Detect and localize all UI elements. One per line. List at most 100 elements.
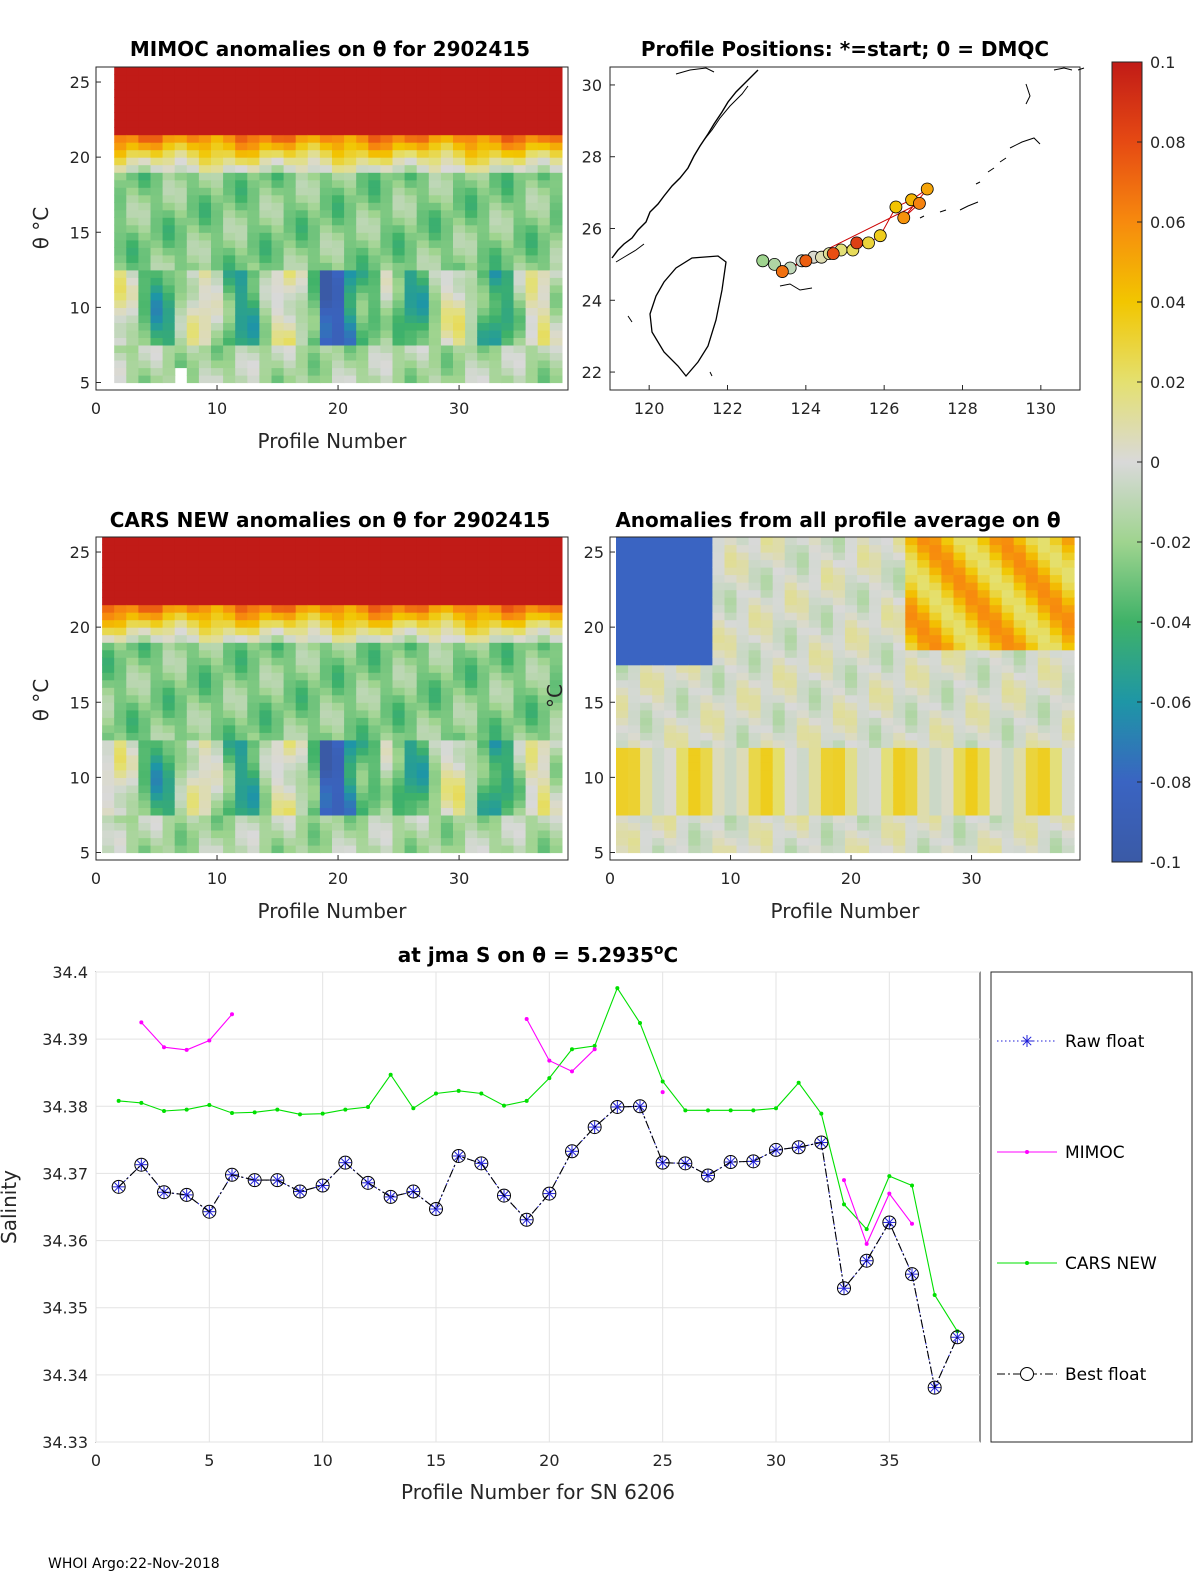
heatmap-cell <box>724 732 738 741</box>
heatmap-cell <box>525 724 539 733</box>
heatmap-cell <box>453 679 466 688</box>
heatmap-cell <box>344 112 357 121</box>
heatmap-cell <box>186 247 200 256</box>
heatmap-cell <box>513 544 527 553</box>
heatmap-cell <box>440 360 454 369</box>
heatmap-cell <box>319 769 333 778</box>
heatmap-cell <box>772 619 786 628</box>
heatmap-cell <box>271 717 285 726</box>
heatmap-cell <box>941 597 955 606</box>
heatmap-cell <box>380 762 394 771</box>
heatmap-cell <box>832 754 846 763</box>
heatmap-cell <box>929 702 943 711</box>
heatmap-cell <box>428 792 442 801</box>
heatmap-cell <box>652 687 665 696</box>
heatmap-cell <box>525 262 539 271</box>
heatmap-cell <box>525 164 539 173</box>
heatmap-cell <box>453 224 466 233</box>
heatmap-cell <box>356 97 369 106</box>
heatmap-cell <box>332 277 345 286</box>
heatmap-cell <box>724 702 738 711</box>
heatmap-cell <box>905 574 918 583</box>
heatmap-cell <box>525 329 539 338</box>
heatmap-cell <box>162 845 176 854</box>
heatmap-cell <box>796 702 810 711</box>
heatmap-cell <box>652 537 665 546</box>
heatmap-cell <box>186 634 200 643</box>
heatmap-cell <box>283 112 297 121</box>
heatmap-cell <box>784 732 798 741</box>
heatmap-cell <box>700 807 714 816</box>
heatmap-cell <box>1049 837 1063 846</box>
heatmap-cell <box>150 307 164 316</box>
heatmap-cell <box>501 754 515 763</box>
heatmap-cell <box>356 352 369 361</box>
heatmap-cell <box>150 589 164 598</box>
heatmap-cell <box>440 337 454 346</box>
heatmap-cell <box>283 604 297 613</box>
heatmap-cell <box>428 649 442 658</box>
heatmap-cell <box>905 582 918 591</box>
heatmap-cell <box>700 769 714 778</box>
heatmap-cell <box>700 672 714 681</box>
heatmap-cell <box>652 822 665 831</box>
heatmap-cell <box>712 702 726 711</box>
heatmap-cell <box>537 284 551 293</box>
heatmap-cell <box>905 627 918 636</box>
heatmap-cell <box>319 239 333 248</box>
heatmap-cell <box>1061 604 1075 613</box>
heatmap-cell <box>941 559 955 568</box>
heatmap-cell <box>465 284 478 293</box>
heatmap-cell <box>652 694 665 703</box>
heatmap-cell <box>344 552 357 561</box>
heatmap-cell <box>525 232 539 241</box>
heatmap-cell <box>186 360 200 369</box>
heatmap-cell <box>688 822 701 831</box>
heatmap-cell <box>404 194 418 203</box>
heatmap-cell <box>549 209 563 218</box>
colorbar-tick-label: -0.08 <box>1150 773 1191 792</box>
heatmap-cell <box>404 807 418 816</box>
heatmap-cell <box>989 830 1003 839</box>
heatmap-cell <box>977 814 991 823</box>
heatmap-cell <box>628 845 641 854</box>
heatmap-cell <box>259 299 273 308</box>
heatmap-cell <box>537 187 551 196</box>
heatmap-cell <box>857 807 870 816</box>
heatmap-cell <box>404 589 418 598</box>
heatmap-cell <box>537 247 551 256</box>
heatmap-cell <box>616 845 629 854</box>
heatmap-cell <box>344 179 357 188</box>
heatmap-cell <box>652 777 665 786</box>
heatmap-cell <box>537 360 551 369</box>
heatmap-cell <box>247 845 260 854</box>
heatmap-cell <box>283 202 297 211</box>
heatmap-cell <box>929 717 943 726</box>
heatmap-cell <box>1061 717 1075 726</box>
heatmap-cell <box>977 702 991 711</box>
heatmap-cell <box>465 724 478 733</box>
heatmap-cell <box>259 112 273 121</box>
heatmap-cell <box>549 224 563 233</box>
heatmap-cell <box>477 134 490 143</box>
heatmap-cell <box>344 299 357 308</box>
heatmap-cell <box>404 762 418 771</box>
point-cars-new <box>774 1106 778 1111</box>
heatmap-cell <box>760 567 774 576</box>
heatmap-cell <box>917 559 930 568</box>
heatmap-cell <box>440 314 454 323</box>
heatmap-cell <box>453 619 466 628</box>
heatmap-cell <box>881 679 894 688</box>
heatmap-cell <box>808 559 822 568</box>
heatmap-cell <box>162 582 176 591</box>
heatmap-cell <box>525 202 539 211</box>
heatmap-cell <box>440 544 454 553</box>
heatmap-cell <box>664 589 677 598</box>
heatmap-cell <box>211 845 224 854</box>
heatmap-cell <box>640 672 653 681</box>
heatmap-cell <box>796 537 810 546</box>
heatmap-cell <box>102 657 115 666</box>
heatmap-cell <box>1037 559 1051 568</box>
heatmap-cell <box>724 807 738 816</box>
heatmap-cell <box>1013 845 1027 854</box>
